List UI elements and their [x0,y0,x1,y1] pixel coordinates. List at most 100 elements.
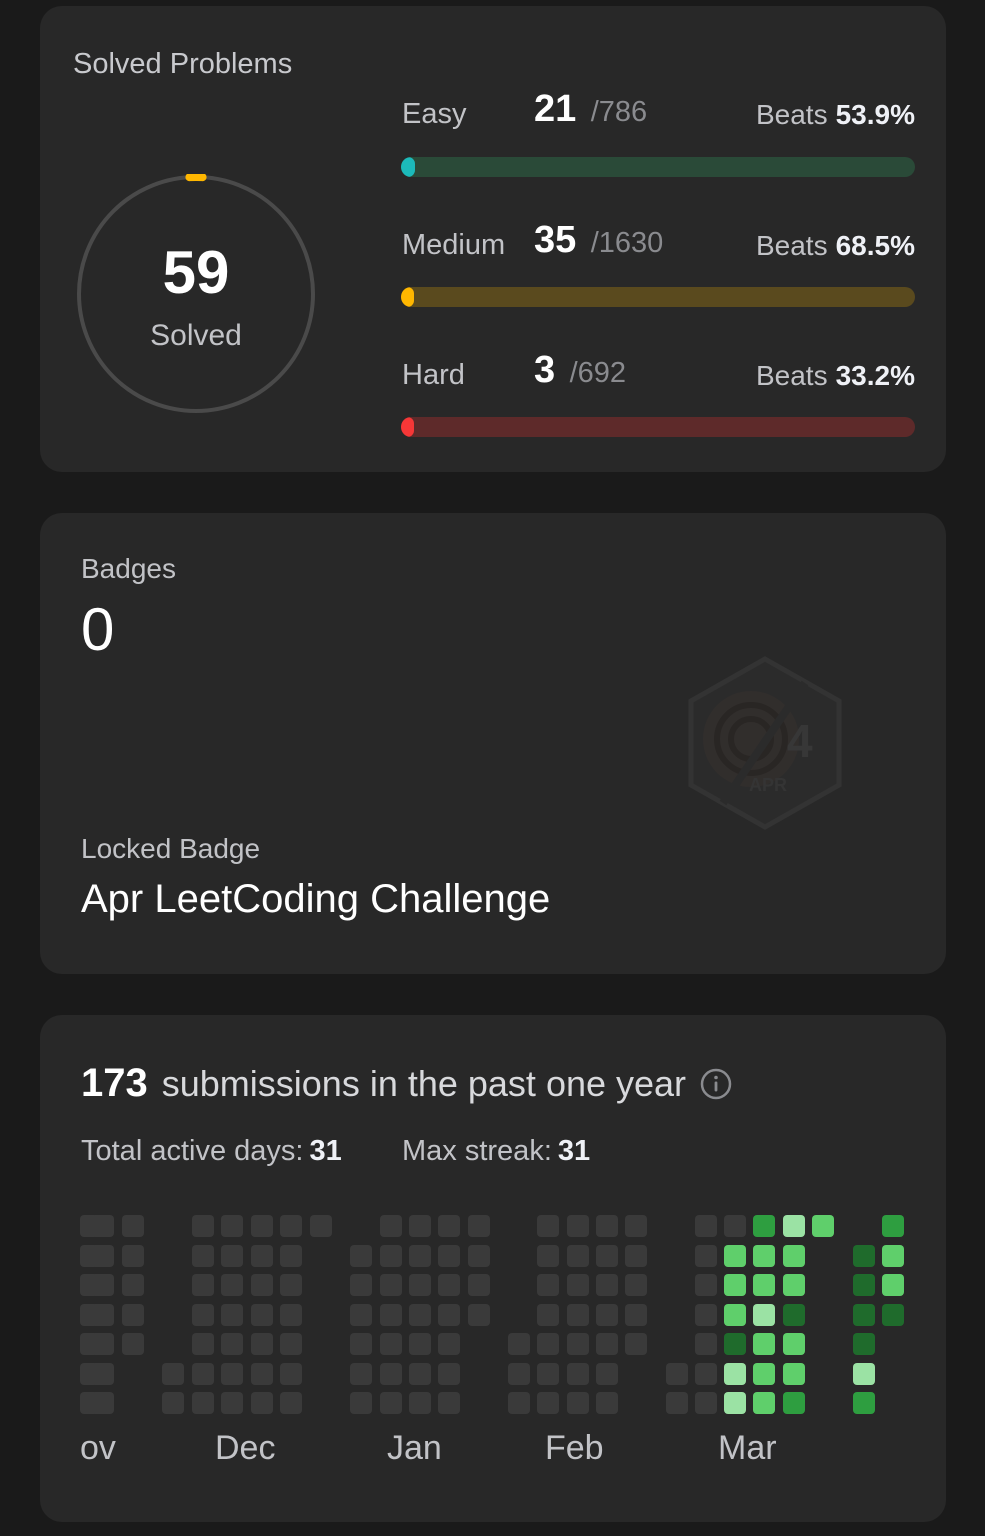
heatmap-cell[interactable] [508,1362,530,1385]
heatmap-cell[interactable] [380,1392,402,1414]
heatmap-cell[interactable] [753,1274,775,1296]
heatmap-cell[interactable] [695,1215,717,1237]
heatmap-cell[interactable] [192,1362,214,1385]
heatmap-cell[interactable] [537,1244,559,1267]
heatmap-cell[interactable] [92,1303,114,1326]
heatmap-cell[interactable] [350,1244,372,1267]
heatmap-cell[interactable] [724,1362,746,1385]
heatmap-cell[interactable] [380,1274,402,1296]
heatmap-cell[interactable] [350,1303,372,1326]
heatmap-cell[interactable] [567,1274,589,1296]
heatmap-cell[interactable] [92,1244,114,1267]
heatmap-cell[interactable] [221,1215,243,1237]
heatmap-cell[interactable] [92,1274,114,1296]
heatmap-cell[interactable] [596,1392,618,1414]
heatmap-cell[interactable] [92,1333,114,1355]
heatmap-cell[interactable] [724,1392,746,1414]
heatmap-cell[interactable] [468,1244,490,1267]
heatmap-cell[interactable] [537,1303,559,1326]
heatmap-cell[interactable] [724,1333,746,1355]
heatmap-cell[interactable] [724,1274,746,1296]
heatmap-cell[interactable] [625,1215,647,1237]
heatmap-cell[interactable] [409,1362,431,1385]
heatmap-cell[interactable] [280,1362,302,1385]
heatmap-cell[interactable] [853,1244,875,1267]
heatmap-cell[interactable] [783,1244,805,1267]
heatmap-cell[interactable] [122,1274,144,1296]
heatmap-cell[interactable] [350,1362,372,1385]
heatmap-cell[interactable] [221,1362,243,1385]
heatmap-cell[interactable] [596,1333,618,1355]
heatmap-cell[interactable] [409,1215,431,1237]
heatmap-cell[interactable] [508,1392,530,1414]
heatmap-cell[interactable] [724,1244,746,1267]
heatmap-cell[interactable] [783,1392,805,1414]
heatmap-cell[interactable] [567,1333,589,1355]
heatmap-cell[interactable] [92,1215,114,1237]
heatmap-cell[interactable] [537,1333,559,1355]
heatmap-cell[interactable] [567,1244,589,1267]
heatmap-cell[interactable] [409,1303,431,1326]
heatmap-cell[interactable] [853,1303,875,1326]
heatmap-cell[interactable] [625,1333,647,1355]
apr-badge-icon[interactable]: 4 APR [683,653,848,833]
heatmap-cell[interactable] [380,1362,402,1385]
heatmap-cell[interactable] [122,1333,144,1355]
heatmap-cell[interactable] [409,1274,431,1296]
heatmap-cell[interactable] [882,1244,904,1267]
heatmap-cell[interactable] [221,1274,243,1296]
heatmap-cell[interactable] [251,1362,273,1385]
heatmap-cell[interactable] [853,1333,875,1355]
heatmap-cell[interactable] [438,1303,460,1326]
heatmap-cell[interactable] [409,1392,431,1414]
heatmap-cell[interactable] [666,1362,688,1385]
heatmap-cell[interactable] [409,1244,431,1267]
heatmap-cell[interactable] [280,1215,302,1237]
heatmap-cell[interactable] [280,1303,302,1326]
heatmap-cell[interactable] [537,1274,559,1296]
heatmap-cell[interactable] [162,1392,184,1414]
heatmap-cell[interactable] [783,1362,805,1385]
heatmap-cell[interactable] [92,1392,114,1414]
heatmap-cell[interactable] [666,1392,688,1414]
heatmap-cell[interactable] [508,1333,530,1355]
heatmap-cell[interactable] [537,1215,559,1237]
heatmap-cell[interactable] [192,1215,214,1237]
heatmap-cell[interactable] [724,1215,746,1237]
heatmap-cell[interactable] [192,1244,214,1267]
heatmap-cell[interactable] [753,1333,775,1355]
heatmap-cell[interactable] [537,1362,559,1385]
heatmap-cell[interactable] [221,1244,243,1267]
heatmap-cell[interactable] [122,1244,144,1267]
heatmap-cell[interactable] [625,1303,647,1326]
heatmap-cell[interactable] [596,1215,618,1237]
heatmap-cell[interactable] [753,1215,775,1237]
heatmap-cell[interactable] [251,1274,273,1296]
heatmap-cell[interactable] [537,1392,559,1414]
heatmap-cell[interactable] [438,1333,460,1355]
heatmap-cell[interactable] [724,1303,746,1326]
heatmap-cell[interactable] [350,1333,372,1355]
heatmap-cell[interactable] [596,1303,618,1326]
heatmap-cell[interactable] [409,1333,431,1355]
heatmap-cell[interactable] [695,1333,717,1355]
heatmap-cell[interactable] [853,1362,875,1385]
heatmap-cell[interactable] [438,1215,460,1237]
heatmap-cell[interactable] [92,1362,114,1385]
heatmap-cell[interactable] [221,1392,243,1414]
heatmap-cell[interactable] [468,1303,490,1326]
heatmap-cell[interactable] [853,1392,875,1414]
heatmap-cell[interactable] [438,1362,460,1385]
heatmap-cell[interactable] [695,1244,717,1267]
heatmap-cell[interactable] [853,1274,875,1296]
heatmap-cell[interactable] [122,1215,144,1237]
heatmap-cell[interactable] [596,1362,618,1385]
heatmap-cell[interactable] [596,1244,618,1267]
heatmap-cell[interactable] [625,1274,647,1296]
heatmap-cell[interactable] [596,1274,618,1296]
heatmap-cell[interactable] [753,1303,775,1326]
heatmap-cell[interactable] [251,1303,273,1326]
heatmap-cell[interactable] [192,1274,214,1296]
heatmap-cell[interactable] [380,1215,402,1237]
heatmap-cell[interactable] [122,1303,144,1326]
